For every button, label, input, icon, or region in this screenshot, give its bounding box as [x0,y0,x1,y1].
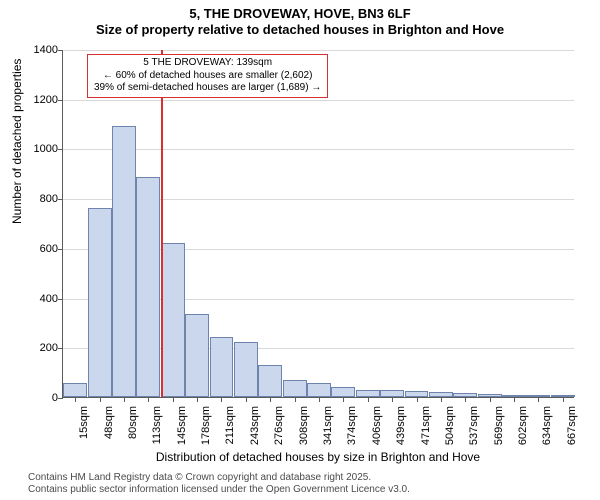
x-tick-mark [343,397,344,402]
x-tick-mark [392,397,393,402]
x-tick-mark [465,397,466,402]
chart-title-block: 5, THE DROVEWAY, HOVE, BN3 6LF Size of p… [0,0,600,37]
histogram-bar [210,337,234,397]
histogram-bar [307,383,331,397]
histogram-bar [331,387,355,397]
histogram-bar [258,365,282,397]
x-tick-label: 439sqm [395,406,407,456]
x-tick-mark [246,397,247,402]
attribution-footer: Contains HM Land Registry data © Crown c… [28,472,410,496]
x-tick-mark [100,397,101,402]
gridline [63,149,574,150]
x-tick-label: 634sqm [541,406,553,456]
histogram-bar [112,126,136,397]
x-tick-label: 504sqm [444,406,456,456]
x-tick-mark [441,397,442,402]
y-tick-mark [58,50,63,51]
x-tick-mark [148,397,149,402]
histogram-bar [234,342,258,397]
x-tick-label: 145sqm [176,406,188,456]
y-tick-label: 200 [10,342,58,354]
plot-region: 5 THE DROVEWAY: 139sqm ← 60% of detached… [62,50,574,398]
y-tick-label: 400 [10,293,58,305]
y-tick-label: 1400 [10,44,58,56]
gridline [63,50,574,51]
x-tick-label: 178sqm [200,406,212,456]
x-tick-label: 113sqm [151,406,163,456]
annotation-line2: ← 60% of detached houses are smaller (2,… [94,70,321,83]
x-tick-mark [368,397,369,402]
x-tick-label: 602sqm [517,406,529,456]
histogram-bar [63,383,87,397]
x-tick-mark [75,397,76,402]
reference-line [161,50,163,397]
x-tick-mark [221,397,222,402]
chart-area: Number of detached properties 5 THE DROV… [0,42,600,460]
x-tick-label: 471sqm [420,406,432,456]
y-tick-label: 1000 [10,143,58,155]
x-tick-label: 341sqm [322,406,334,456]
x-tick-label: 15sqm [78,406,90,456]
x-tick-mark [538,397,539,402]
annotation-line3: 39% of semi-detached houses are larger (… [94,82,321,95]
x-tick-label: 48sqm [103,406,115,456]
x-tick-label: 308sqm [298,406,310,456]
x-tick-label: 667sqm [566,406,578,456]
x-tick-mark [563,397,564,402]
x-tick-mark [197,397,198,402]
x-tick-label: 243sqm [249,406,261,456]
chart-title-line1: 5, THE DROVEWAY, HOVE, BN3 6LF [0,6,600,21]
x-tick-mark [124,397,125,402]
x-tick-mark [417,397,418,402]
footer-line1: Contains HM Land Registry data © Crown c… [28,472,410,484]
histogram-bar [161,243,185,397]
gridline [63,100,574,101]
histogram-bar [185,314,209,397]
x-tick-label: 374sqm [346,406,358,456]
x-tick-label: 537sqm [468,406,480,456]
y-tick-label: 600 [10,243,58,255]
x-tick-mark [270,397,271,402]
histogram-bar [136,177,160,397]
histogram-bar [88,208,112,397]
x-tick-mark [295,397,296,402]
annotation-line1: 5 THE DROVEWAY: 139sqm [94,57,321,70]
chart-title-line2: Size of property relative to detached ho… [0,22,600,37]
x-tick-mark [490,397,491,402]
reference-annotation-box: 5 THE DROVEWAY: 139sqm ← 60% of detached… [87,54,328,98]
histogram-bar [380,390,404,397]
x-tick-label: 80sqm [127,406,139,456]
x-tick-label: 569sqm [493,406,505,456]
y-tick-label: 1200 [10,94,58,106]
x-tick-label: 211sqm [224,406,236,456]
y-tick-mark [58,299,63,300]
x-tick-label: 276sqm [273,406,285,456]
histogram-bar [283,380,307,397]
y-tick-mark [58,199,63,200]
y-tick-mark [58,149,63,150]
y-tick-mark [58,100,63,101]
footer-line2: Contains public sector information licen… [28,484,410,496]
y-tick-mark [58,249,63,250]
y-tick-mark [58,398,63,399]
x-tick-mark [514,397,515,402]
x-tick-label: 406sqm [371,406,383,456]
y-tick-label: 800 [10,193,58,205]
x-tick-mark [173,397,174,402]
x-tick-mark [319,397,320,402]
histogram-bar [356,390,380,397]
y-tick-mark [58,348,63,349]
y-tick-label: 0 [10,392,58,404]
